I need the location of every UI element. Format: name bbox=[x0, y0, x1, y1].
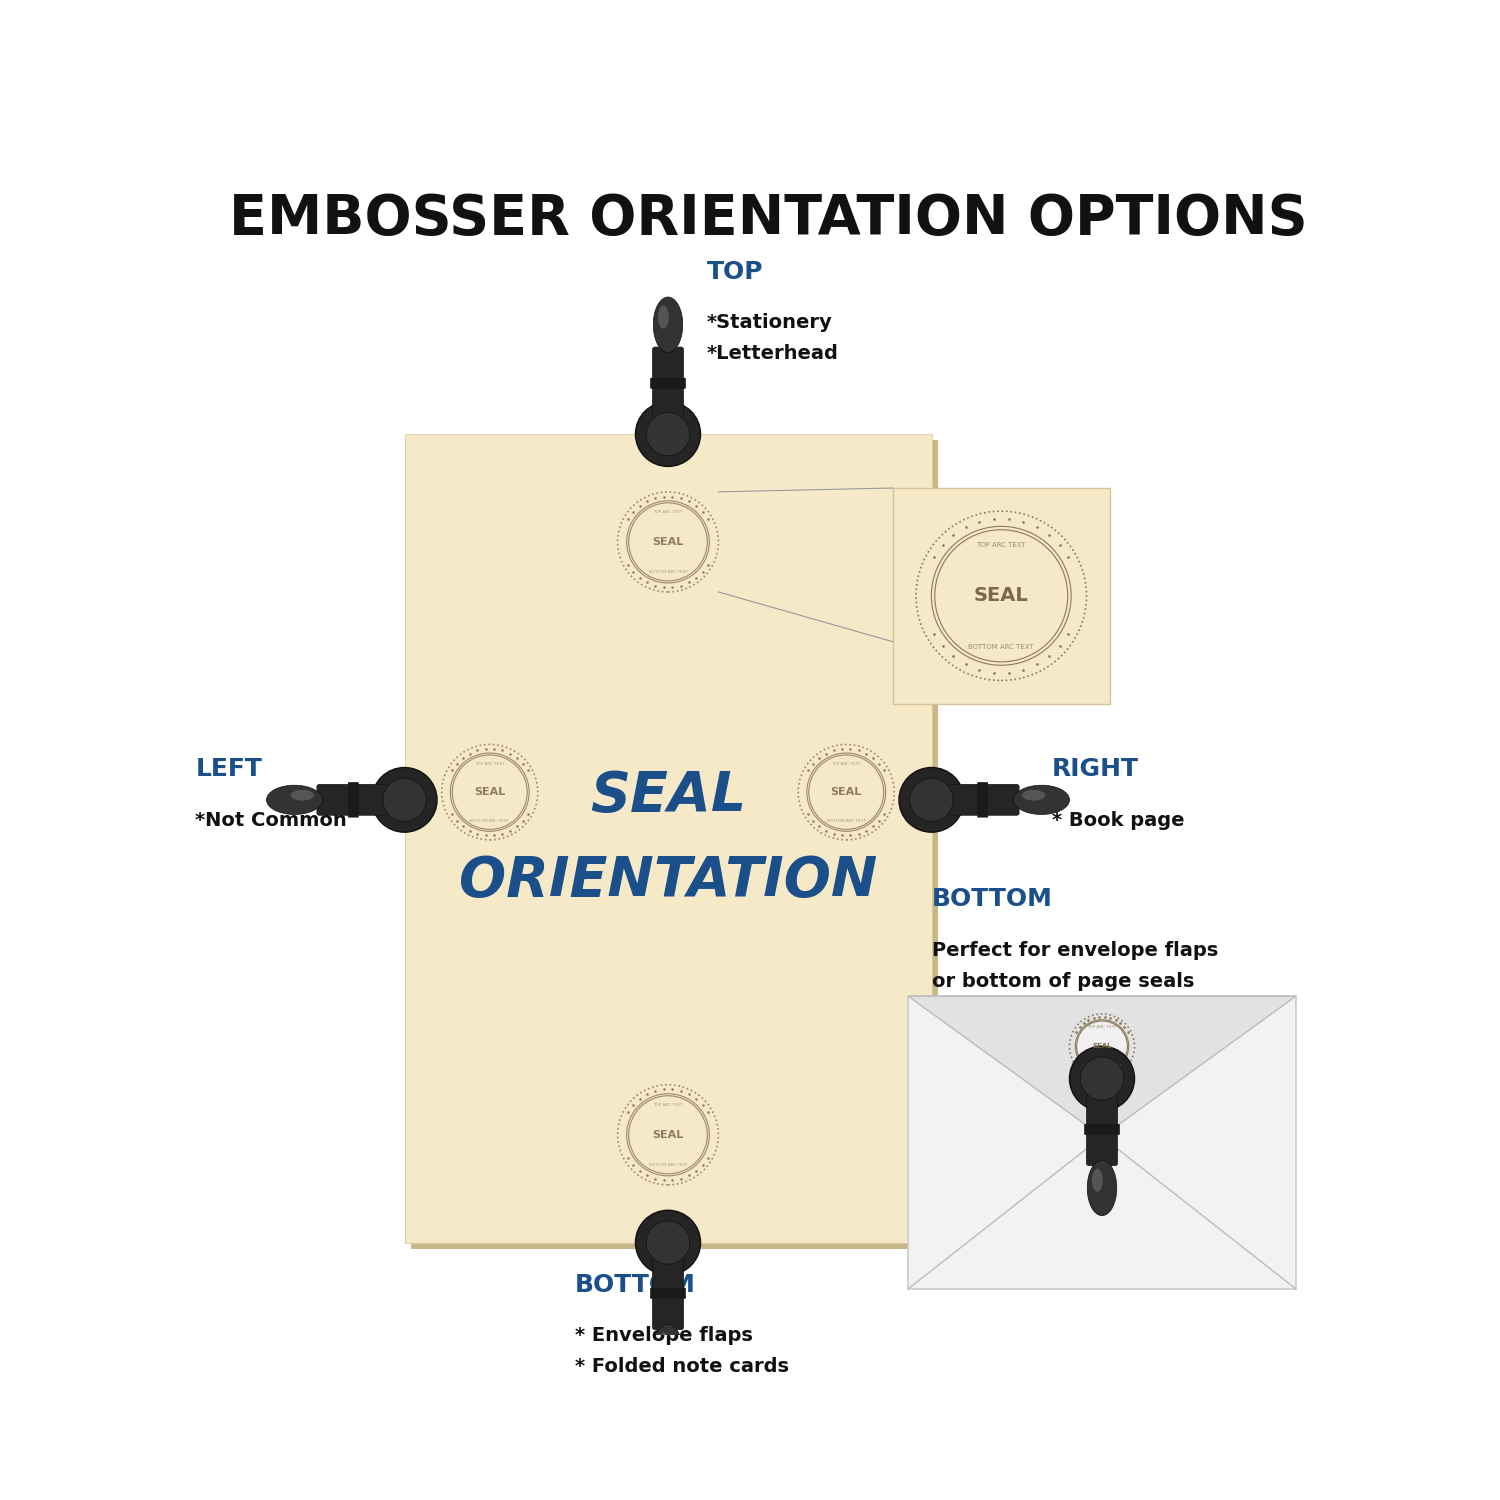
Circle shape bbox=[636, 1210, 700, 1275]
Circle shape bbox=[934, 530, 1068, 662]
Text: BOTTOM ARC TEXT: BOTTOM ARC TEXT bbox=[827, 819, 866, 824]
Ellipse shape bbox=[658, 1332, 669, 1356]
FancyBboxPatch shape bbox=[1086, 1095, 1118, 1166]
FancyBboxPatch shape bbox=[650, 1288, 686, 1299]
Text: BOTTOM ARC TEXT: BOTTOM ARC TEXT bbox=[1083, 1064, 1122, 1068]
Circle shape bbox=[453, 754, 526, 830]
FancyBboxPatch shape bbox=[652, 1260, 684, 1329]
Text: BOTTOM ARC TEXT: BOTTOM ARC TEXT bbox=[648, 570, 687, 574]
Text: *Letterhead: *Letterhead bbox=[706, 344, 839, 363]
Circle shape bbox=[646, 1221, 690, 1264]
Text: TOP ARC TEXT: TOP ARC TEXT bbox=[1088, 1024, 1116, 1029]
Circle shape bbox=[808, 754, 883, 830]
Text: TOP ARC TEXT: TOP ARC TEXT bbox=[654, 510, 682, 515]
Text: SEAL: SEAL bbox=[652, 537, 684, 548]
Text: *Not Common: *Not Common bbox=[195, 812, 346, 831]
Circle shape bbox=[646, 413, 690, 456]
Text: SEAL: SEAL bbox=[590, 770, 746, 824]
Polygon shape bbox=[908, 996, 1296, 1137]
Ellipse shape bbox=[267, 784, 322, 814]
Text: LEFT: LEFT bbox=[195, 756, 262, 780]
Text: ORIENTATION: ORIENTATION bbox=[459, 853, 878, 907]
Text: * Book page: * Book page bbox=[1052, 812, 1184, 831]
Text: TOP: TOP bbox=[706, 260, 764, 284]
Text: SEAL: SEAL bbox=[652, 1130, 684, 1140]
Text: BOTTOM ARC TEXT: BOTTOM ARC TEXT bbox=[969, 644, 1034, 650]
Text: BOTTOM: BOTTOM bbox=[932, 888, 1053, 912]
Text: SEAL: SEAL bbox=[474, 788, 506, 796]
FancyBboxPatch shape bbox=[948, 784, 1018, 816]
Text: *Stationery: *Stationery bbox=[706, 314, 833, 332]
FancyBboxPatch shape bbox=[652, 346, 684, 417]
Text: or bottom of page seals: or bottom of page seals bbox=[932, 972, 1194, 990]
Circle shape bbox=[372, 768, 436, 832]
Ellipse shape bbox=[1022, 790, 1046, 801]
Ellipse shape bbox=[1088, 1160, 1116, 1215]
Text: TOP ARC TEXT: TOP ARC TEXT bbox=[831, 762, 861, 765]
Circle shape bbox=[382, 778, 426, 822]
Ellipse shape bbox=[1014, 784, 1070, 814]
Circle shape bbox=[636, 402, 700, 466]
Circle shape bbox=[1070, 1047, 1134, 1112]
Text: TOP ARC TEXT: TOP ARC TEXT bbox=[476, 762, 504, 765]
FancyBboxPatch shape bbox=[1084, 1124, 1120, 1136]
FancyBboxPatch shape bbox=[908, 996, 1296, 1288]
Ellipse shape bbox=[654, 1324, 682, 1380]
Circle shape bbox=[628, 503, 708, 580]
FancyBboxPatch shape bbox=[976, 782, 988, 818]
Text: * Envelope flaps: * Envelope flaps bbox=[574, 1326, 753, 1346]
Circle shape bbox=[898, 768, 964, 832]
Ellipse shape bbox=[291, 790, 314, 801]
Text: EMBOSSER ORIENTATION OPTIONS: EMBOSSER ORIENTATION OPTIONS bbox=[230, 192, 1308, 246]
Text: SEAL: SEAL bbox=[974, 586, 1029, 606]
FancyBboxPatch shape bbox=[405, 433, 932, 1242]
FancyBboxPatch shape bbox=[650, 378, 686, 388]
Text: TOP ARC TEXT: TOP ARC TEXT bbox=[976, 542, 1026, 548]
Circle shape bbox=[910, 778, 952, 822]
Circle shape bbox=[1080, 1058, 1124, 1100]
Ellipse shape bbox=[658, 306, 669, 328]
Text: BOTTOM ARC TEXT: BOTTOM ARC TEXT bbox=[471, 819, 509, 824]
Text: BOTTOM ARC TEXT: BOTTOM ARC TEXT bbox=[648, 1162, 687, 1167]
Text: TOP ARC TEXT: TOP ARC TEXT bbox=[654, 1102, 682, 1107]
FancyBboxPatch shape bbox=[316, 784, 387, 816]
Text: BOTTOM: BOTTOM bbox=[574, 1272, 696, 1296]
Circle shape bbox=[628, 1096, 708, 1174]
FancyBboxPatch shape bbox=[892, 488, 1110, 704]
Text: * Folded note cards: * Folded note cards bbox=[574, 1356, 789, 1376]
FancyBboxPatch shape bbox=[348, 782, 358, 818]
Text: Perfect for envelope flaps: Perfect for envelope flaps bbox=[932, 940, 1218, 960]
Text: RIGHT: RIGHT bbox=[1052, 756, 1138, 780]
Circle shape bbox=[1077, 1022, 1128, 1071]
Ellipse shape bbox=[654, 297, 682, 352]
Text: SEAL: SEAL bbox=[1092, 1044, 1112, 1050]
Text: SEAL: SEAL bbox=[831, 788, 862, 796]
FancyBboxPatch shape bbox=[411, 441, 938, 1250]
Ellipse shape bbox=[1092, 1168, 1102, 1192]
